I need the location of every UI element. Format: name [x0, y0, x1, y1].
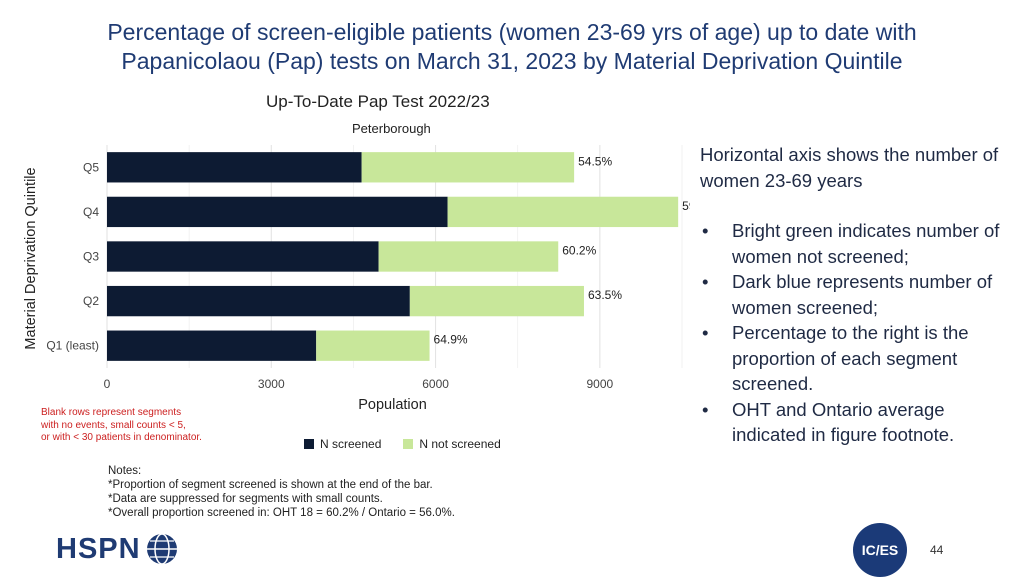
bar-screened [107, 285, 410, 317]
bar-not-screened [361, 152, 575, 183]
x-axis-title: Population [358, 397, 427, 413]
bar-percent-label: 64.9% [434, 333, 468, 347]
bar-screened [107, 152, 362, 183]
hspn-logo: HSPN [56, 532, 179, 566]
legend-item-not-screened: N not screened [403, 437, 501, 451]
x-tick-label: 9000 [587, 377, 614, 391]
bar-percent-label: 60.2% [562, 244, 596, 258]
side-bullet-text: Percentage to the right is the proportio… [732, 322, 969, 394]
y-tick-label: Q5 [83, 160, 99, 174]
suppression-note: Blank rows represent segments with no ev… [41, 407, 202, 443]
bar-percent-label: 59.6% [682, 199, 690, 213]
bullet-icon: • [702, 271, 709, 292]
side-bullet: • Dark blue represents number of women sc… [700, 269, 1015, 320]
chart-notes: Notes: *Proportion of segment screened i… [108, 464, 455, 520]
bar-not-screened [316, 330, 430, 361]
y-tick-label: Q4 [83, 205, 99, 219]
bullet-icon: • [702, 322, 709, 343]
y-axis-title: Material Deprivation Quintile [23, 167, 39, 349]
legend-item-screened: N screened [304, 437, 381, 451]
side-bullet: • Percentage to the right is the proporti… [700, 320, 1015, 397]
x-tick-label: 0 [104, 377, 111, 391]
bar-screened [107, 241, 379, 272]
notes-line: *Data are suppressed for segments with s… [108, 493, 383, 505]
y-tick-label: Q2 [83, 294, 99, 308]
bar-chart: Q5 54.5% Q4 59.6% Q3 60.2% Q2 63.5% Q1 (least) 64… [23, 145, 690, 413]
x-tick-label: 3000 [258, 377, 285, 391]
bullet-icon: • [702, 398, 709, 420]
notes-line: *Overall proportion screened in: OHT 18 … [108, 507, 455, 519]
y-tick-label: Q3 [83, 250, 99, 264]
notes-line: *Proportion of segment screened is shown… [108, 479, 433, 491]
ices-logo: IC/ES [853, 523, 907, 577]
side-intro: Horizontal axis shows the number of wome… [700, 144, 999, 191]
chart-title: Up-To-Date Pap Test 2022/23 [266, 92, 490, 111]
slide-title: Percentage of screen-eligible patients (… [107, 19, 917, 74]
page-number: 44 [930, 543, 944, 557]
bar-not-screened [409, 285, 584, 317]
bar-percent-label: 54.5% [578, 154, 612, 168]
side-explanation: Horizontal axis shows the number of wome… [700, 142, 1015, 448]
bar-screened [107, 330, 317, 361]
bar-screened [107, 196, 448, 228]
legend-swatch-screened [304, 439, 314, 449]
bar-not-screened [378, 241, 559, 272]
bar-percent-label: 63.5% [588, 288, 622, 302]
bullet-icon: • [702, 220, 709, 241]
chart-subtitle: Peterborough [352, 121, 431, 136]
bar-not-screened [447, 196, 679, 228]
hspn-logo-text: HSPN [56, 532, 141, 565]
y-tick-label: Q1 (least) [46, 339, 99, 353]
legend-label-not-screened: N not screened [419, 437, 501, 451]
side-bullet-text: OHT and Ontario average indicated in fig… [732, 398, 955, 446]
side-bullet: • OHT and Ontario average indicated in fi… [700, 397, 1015, 448]
notes-heading: Notes: [108, 465, 142, 477]
legend-label-screened: N screened [320, 437, 382, 451]
chart-legend: N screened N not screened [304, 437, 523, 451]
globe-icon [146, 533, 177, 565]
side-bullet-text: Dark blue represents number of women scr… [732, 271, 993, 318]
side-bullets: • Bright green indicates number of women … [700, 218, 1015, 448]
legend-swatch-not-screened [403, 439, 414, 449]
side-bullet-text: Bright green indicates number of women n… [732, 220, 1000, 267]
side-bullet: • Bright green indicates number of women … [700, 218, 1015, 269]
x-tick-label: 6000 [422, 377, 449, 391]
